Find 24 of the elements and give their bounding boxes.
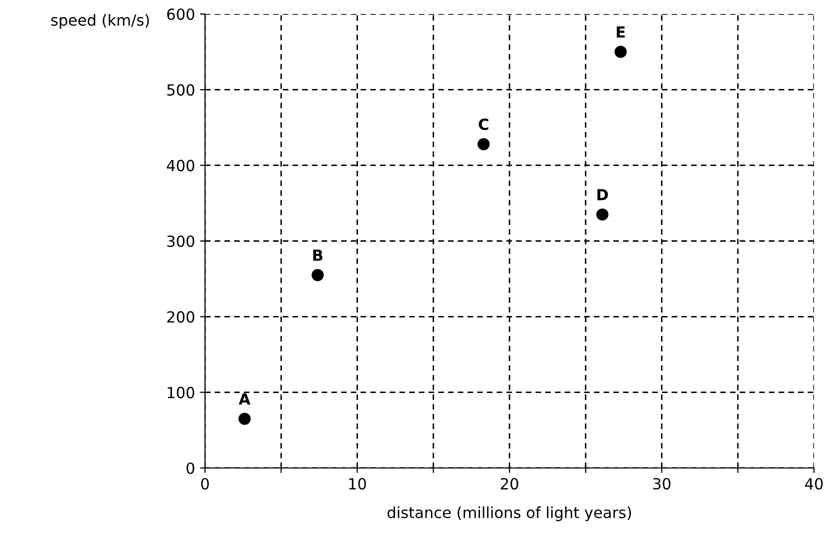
x-tick-label: 30: [653, 478, 670, 490]
annotation: B: [313, 250, 322, 261]
x-tick-label: 40: [805, 478, 823, 490]
y-tick-label: 100: [168, 386, 194, 398]
x-axis-title: distance (millions of light years): [388, 506, 631, 522]
point: [312, 268, 324, 282]
y-tick-label: 500: [167, 84, 194, 96]
y-tick-label: 600: [167, 8, 194, 20]
x-tick-label: 0: [201, 478, 209, 490]
y-axis-title: speed (km/s): [51, 14, 149, 29]
annotation: A: [238, 393, 250, 405]
y-tick-label: 0: [186, 462, 194, 474]
y-tick-label: 200: [167, 311, 194, 323]
y-tick-label: 300: [167, 235, 194, 248]
point: [596, 208, 608, 221]
annotation: E: [616, 26, 625, 38]
y-tick-label: 400: [166, 160, 194, 172]
point: [238, 412, 251, 425]
point: [614, 46, 627, 58]
annotation: D: [597, 189, 608, 200]
x-tick-label: 20: [500, 478, 518, 490]
x-tick-label: 10: [349, 478, 366, 490]
annotation: C: [478, 118, 488, 130]
point: [478, 138, 490, 150]
